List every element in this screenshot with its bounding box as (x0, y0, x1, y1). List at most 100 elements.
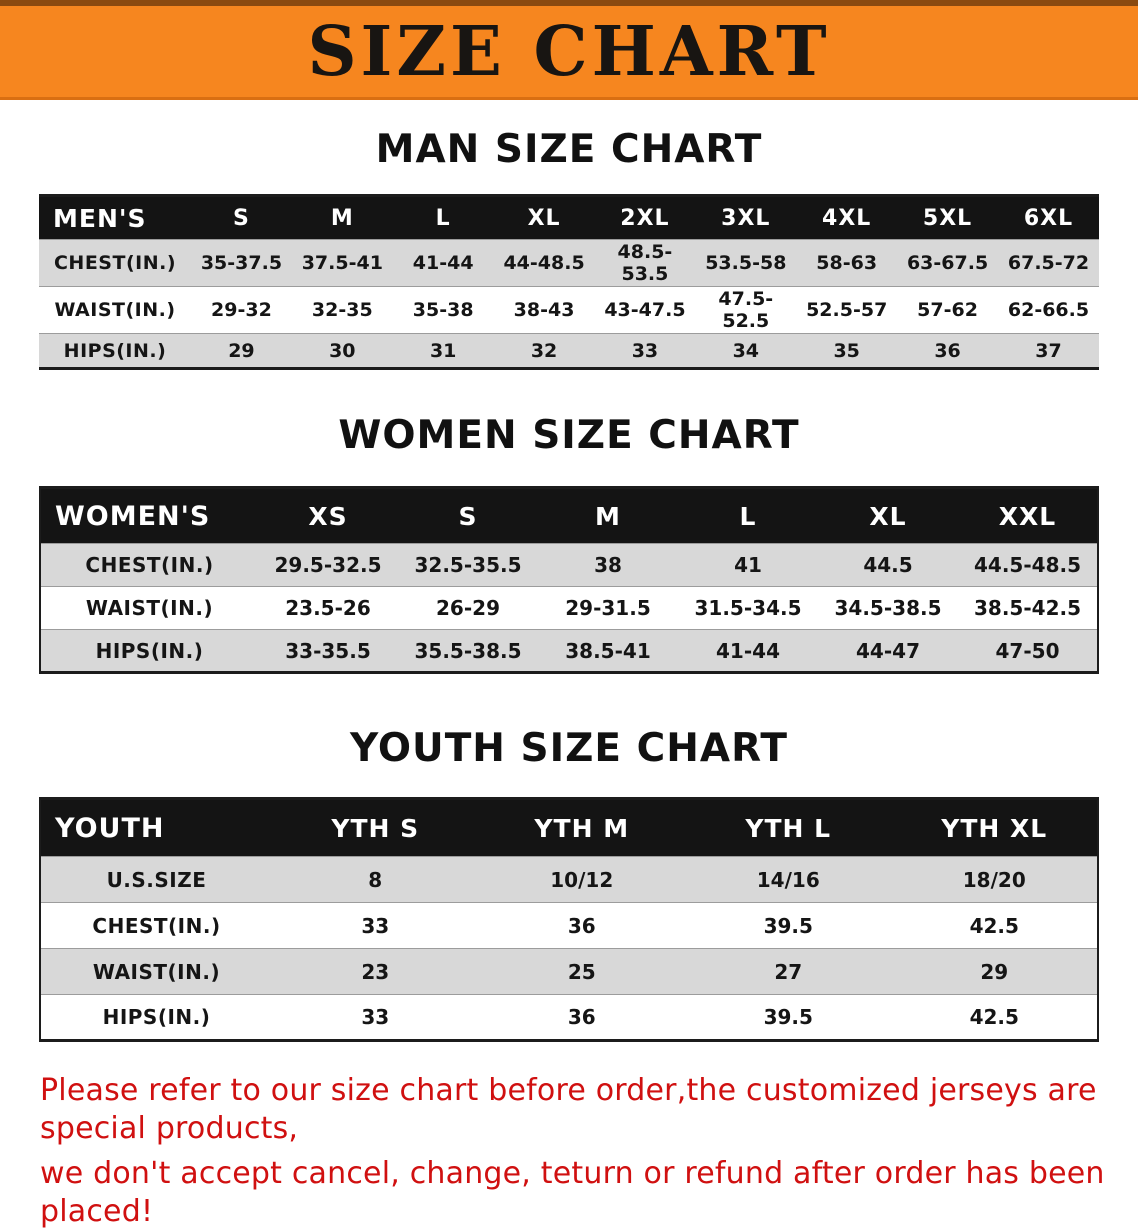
measure-value-cell: 52.5-57 (796, 286, 898, 334)
measure-value-cell: 23 (272, 948, 479, 995)
measure-value-cell: 38-43 (493, 286, 595, 334)
measure-label-cell: WAIST(IN.) (39, 286, 191, 334)
measure-value-cell: 34 (695, 333, 797, 369)
measure-value-cell: 23.5-26 (258, 586, 398, 630)
measure-value-cell: 47-50 (958, 629, 1098, 673)
size-header-cell: S (191, 195, 292, 240)
measure-value-cell: 29 (891, 948, 1098, 995)
measure-value-cell: 34.5-38.5 (818, 586, 958, 630)
measure-label-cell: CHEST(IN.) (40, 543, 258, 587)
measure-value-cell: 29.5-32.5 (258, 543, 398, 587)
table-title-cell: YOUTH (40, 798, 272, 857)
table-row: CHEST(IN.) 35-37.5 37.5-41 41-44 44-48.5 48.5… (39, 239, 1099, 287)
measure-value-cell: 35-38 (392, 286, 494, 334)
measure-value-cell: 36 (897, 333, 998, 369)
measure-value-cell: 30 (291, 333, 393, 369)
size-header-cell: M (538, 487, 678, 544)
measure-value-cell: 41-44 (678, 629, 818, 673)
measure-value-cell: 38.5-42.5 (958, 586, 1098, 630)
table-title-cell: WOMEN'S (40, 487, 258, 544)
measure-value-cell: 31.5-34.5 (678, 586, 818, 630)
size-header-cell: S (398, 487, 538, 544)
table-row: WAIST(IN.) 23 25 27 29 (40, 948, 1098, 995)
measure-value-cell: 35.5-38.5 (398, 629, 538, 673)
disclaimer: Please refer to our size chart before or… (40, 1072, 1110, 1230)
size-header-cell: 5XL (897, 195, 998, 240)
women-section-heading: WOMEN SIZE CHART (338, 413, 800, 458)
measure-value-cell: 48.5-53.5 (594, 239, 696, 287)
banner: SIZE CHART (0, 0, 1138, 100)
size-header-cell: YTH M (478, 798, 685, 857)
table-row: HIPS(IN.) 29 30 31 32 33 34 35 36 37 (39, 333, 1099, 369)
measure-value-cell: 44.5 (818, 543, 958, 587)
measure-value-cell: 14/16 (685, 856, 892, 903)
measure-value-cell: 37.5-41 (291, 239, 393, 287)
measure-value-cell: 10/12 (478, 856, 685, 903)
measure-value-cell: 57-62 (897, 286, 998, 334)
measure-value-cell: 25 (478, 948, 685, 995)
disclaimer-line-2: we don't accept cancel, change, teturn o… (40, 1156, 1105, 1229)
size-header-cell: L (392, 195, 494, 240)
men-section-heading: MAN SIZE CHART (375, 127, 763, 172)
measure-value-cell: 35 (796, 333, 898, 369)
table-row: HIPS(IN.) 33 36 39.5 42.5 (40, 994, 1098, 1041)
men-size-table: MEN'S S M L XL 2XL 3XL 4XL 5XL 6XL CHEST(IN.) 35-37… (39, 194, 1099, 370)
youth-section: YOUTH SIZE CHART YOUTH YTH S YTH M YTH L YTH… (0, 726, 1138, 1042)
table-row: WAIST(IN.) 29-32 32-35 35-38 38-43 43-47.5 47.… (39, 286, 1099, 334)
size-header-cell: L (678, 487, 818, 544)
measure-value-cell: 37 (998, 333, 1099, 369)
measure-value-cell: 36 (478, 902, 685, 949)
measure-value-cell: 26-29 (398, 586, 538, 630)
page-title: SIZE CHART (307, 11, 831, 92)
measure-value-cell: 27 (685, 948, 892, 995)
youth-section-heading: YOUTH SIZE CHART (350, 726, 788, 771)
measure-value-cell: 32-35 (291, 286, 393, 334)
measure-value-cell: 44-48.5 (493, 239, 595, 287)
measure-label-cell: WAIST(IN.) (40, 586, 258, 630)
table-header-row: YOUTH YTH S YTH M YTH L YTH XL (40, 798, 1098, 857)
measure-value-cell: 58-63 (796, 239, 898, 287)
size-header-cell: 4XL (796, 195, 898, 240)
men-section: MAN SIZE CHART MEN'S S M L XL 2XL 3XL 4XL 5XL 6XL… (0, 127, 1138, 370)
measure-label-cell: HIPS(IN.) (40, 629, 258, 673)
measure-value-cell: 47.5-52.5 (695, 286, 797, 334)
measure-value-cell: 62-66.5 (998, 286, 1099, 334)
measure-value-cell: 43-47.5 (594, 286, 696, 334)
measure-label-cell: CHEST(IN.) (40, 902, 272, 949)
table-row: CHEST(IN.) 33 36 39.5 42.5 (40, 902, 1098, 949)
size-header-cell: XL (493, 195, 595, 240)
measure-value-cell: 41 (678, 543, 818, 587)
size-header-cell: 2XL (594, 195, 696, 240)
measure-value-cell: 39.5 (685, 902, 892, 949)
measure-value-cell: 41-44 (392, 239, 494, 287)
measure-value-cell: 29 (191, 333, 292, 369)
measure-value-cell: 33-35.5 (258, 629, 398, 673)
table-title-cell: MEN'S (39, 195, 191, 240)
table-row: WAIST(IN.) 23.5-26 26-29 29-31.5 31.5-34.5 34… (40, 586, 1098, 630)
measure-value-cell: 42.5 (891, 902, 1098, 949)
measure-value-cell: 38.5-41 (538, 629, 678, 673)
measure-value-cell: 33 (272, 994, 479, 1041)
size-header-cell: M (291, 195, 393, 240)
table-row: U.S.SIZE 8 10/12 14/16 18/20 (40, 856, 1098, 903)
measure-value-cell: 44-47 (818, 629, 958, 673)
measure-value-cell: 33 (594, 333, 696, 369)
measure-value-cell: 33 (272, 902, 479, 949)
size-header-cell: YTH L (685, 798, 892, 857)
size-header-cell: 6XL (998, 195, 1099, 240)
measure-value-cell: 39.5 (685, 994, 892, 1041)
measure-value-cell: 38 (538, 543, 678, 587)
measure-value-cell: 32.5-35.5 (398, 543, 538, 587)
measure-value-cell: 35-37.5 (191, 239, 292, 287)
women-section: WOMEN SIZE CHART WOMEN'S XS S M L XL XXL CHEST(… (0, 413, 1138, 674)
women-size-table: WOMEN'S XS S M L XL XXL CHEST(IN.) 29.5-32.5 32.5… (39, 486, 1099, 674)
measure-label-cell: HIPS(IN.) (40, 994, 272, 1041)
measure-value-cell: 44.5-48.5 (958, 543, 1098, 587)
measure-label-cell: U.S.SIZE (40, 856, 272, 903)
size-header-cell: XXL (958, 487, 1098, 544)
measure-value-cell: 18/20 (891, 856, 1098, 903)
measure-value-cell: 8 (272, 856, 479, 903)
table-header-row: MEN'S S M L XL 2XL 3XL 4XL 5XL 6XL (39, 195, 1099, 240)
size-header-cell: 3XL (695, 195, 797, 240)
